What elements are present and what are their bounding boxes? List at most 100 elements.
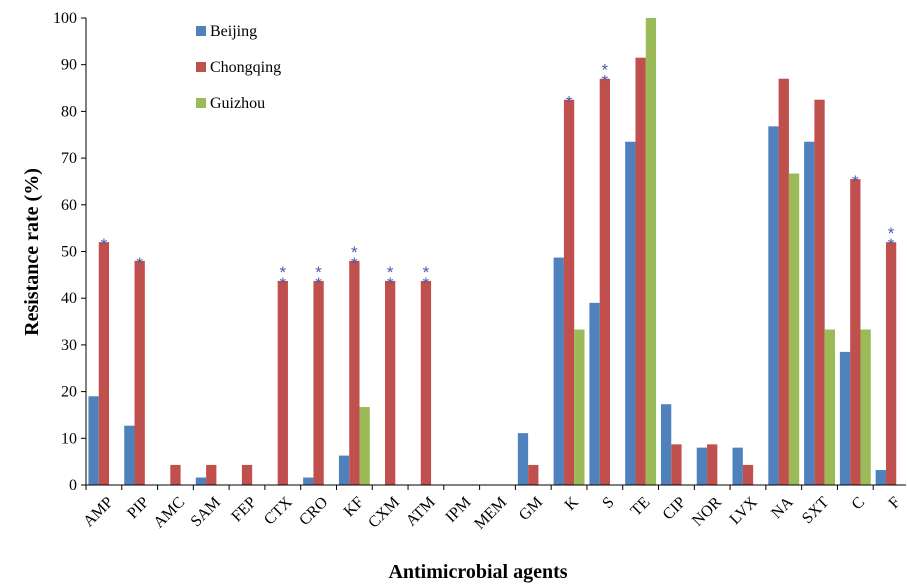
significance-star-k: * bbox=[566, 93, 573, 112]
significance-star-pip: * bbox=[136, 254, 143, 273]
bar-chongqing-k bbox=[563, 99, 575, 485]
significance-star-f: * bbox=[888, 224, 895, 243]
chart-axes bbox=[85, 18, 906, 486]
significance-star-atm: * bbox=[423, 263, 430, 282]
bar-chongqing-c bbox=[850, 179, 861, 486]
y-tick-label: 30 bbox=[61, 337, 77, 354]
x-tick-label-atm: ATM bbox=[403, 494, 439, 530]
legend-swatch-chongqing bbox=[196, 62, 206, 72]
bar-beijing-s bbox=[589, 302, 600, 485]
significance-star-kf: * bbox=[351, 254, 358, 273]
bar-beijing-c bbox=[839, 351, 851, 485]
x-tick-label-c: C bbox=[849, 494, 869, 514]
x-tick-label-kf: KF bbox=[341, 494, 368, 521]
x-tick-label-lvx: LVX bbox=[727, 493, 762, 528]
legend-swatch-beijing bbox=[196, 26, 206, 36]
bar-chongqing-kf bbox=[349, 260, 360, 485]
bar-chongqing-na bbox=[778, 78, 789, 486]
bar-beijing-k bbox=[553, 257, 564, 485]
y-tick-label: 0 bbox=[69, 477, 77, 494]
significance-star-amp: * bbox=[101, 235, 108, 254]
bar-beijing-f bbox=[875, 470, 886, 485]
x-tick-label-amc: AMC bbox=[150, 494, 188, 532]
bar-beijing-lvx bbox=[732, 447, 743, 485]
bar-chongqing-cxm bbox=[385, 280, 396, 485]
y-tick-label: 40 bbox=[61, 290, 77, 307]
bar-chongqing-nor bbox=[707, 444, 718, 485]
bar-chongqing-sxt bbox=[814, 99, 825, 485]
bar-chongqing-fep bbox=[241, 464, 253, 485]
y-tick-label: 50 bbox=[61, 244, 77, 261]
chart-legend: Beijing Chongqing Guizhou bbox=[196, 23, 281, 112]
y-tick-label: 60 bbox=[61, 197, 77, 214]
significance-star-s: * bbox=[602, 72, 609, 91]
legend-label-chongqing: Chongqing bbox=[210, 59, 281, 76]
bar-beijing-pip bbox=[124, 425, 135, 485]
bar-beijing-sxt bbox=[804, 141, 815, 485]
x-tick-label-pip: PIP bbox=[124, 494, 152, 522]
bar-chongqing-s bbox=[599, 78, 610, 486]
bar-guizhou-te bbox=[645, 18, 657, 485]
bar-chongqing-te bbox=[635, 57, 646, 485]
bar-chongqing-lvx bbox=[742, 464, 754, 485]
y-axis-ticks: 0 10 20 30 40 50 60 70 80 90 100 bbox=[53, 10, 86, 494]
x-axis-title: Antimicrobial agents bbox=[388, 561, 567, 583]
bar-chongqing-amc bbox=[170, 464, 181, 485]
bar-beijing-te bbox=[625, 141, 636, 485]
bar-beijing-amp bbox=[88, 396, 99, 485]
y-tick-label: 90 bbox=[61, 57, 77, 74]
bar-guizhou-c bbox=[860, 329, 871, 485]
significance-star-cro: * bbox=[315, 274, 322, 293]
bar-guizhou-na bbox=[788, 173, 800, 486]
bar-beijing-gm bbox=[517, 433, 529, 485]
x-tick-label-nor: NOR bbox=[689, 494, 725, 530]
bar-chongqing-cip bbox=[671, 444, 682, 485]
bar-beijing-sam bbox=[195, 477, 207, 485]
bar-guizhou-sxt bbox=[824, 329, 835, 485]
significance-star-cxm: * bbox=[387, 274, 394, 293]
bar-guizhou-kf bbox=[359, 407, 370, 485]
significance-star-cxm: * bbox=[387, 263, 394, 282]
bar-chongqing-atm bbox=[420, 280, 432, 485]
bar-chongqing-ctx bbox=[277, 280, 288, 485]
bar-chongqing-cro bbox=[313, 280, 324, 485]
bar-chongqing-sam bbox=[206, 464, 217, 485]
y-axis-title: Resistance rate (%) bbox=[21, 168, 43, 336]
bar-beijing-cro bbox=[303, 477, 314, 485]
significance-star-kf: * bbox=[351, 243, 358, 262]
x-tick-label-cip: CIP bbox=[660, 494, 690, 524]
significance-star-cro: * bbox=[315, 263, 322, 282]
significance-marks: ** ****** ********** bbox=[101, 61, 895, 293]
significance-star-f: * bbox=[888, 235, 895, 254]
y-tick-label: 10 bbox=[61, 430, 77, 447]
bar-chongqing-amp bbox=[98, 242, 110, 485]
chart-bars bbox=[88, 18, 897, 486]
significance-star-ctx: * bbox=[279, 263, 286, 282]
significance-star-s: * bbox=[602, 61, 609, 80]
legend-label-guizhou: Guizhou bbox=[210, 95, 265, 112]
y-tick-label: 100 bbox=[53, 10, 77, 27]
x-tick-label-sxt: SXT bbox=[799, 494, 833, 528]
x-tick-label-cxm: CXM bbox=[365, 494, 403, 532]
x-tick-label-ipm: IPM bbox=[442, 494, 474, 526]
x-tick-label-ctx: CTX bbox=[261, 493, 296, 528]
significance-star-c: * bbox=[852, 172, 859, 191]
y-tick-label: 80 bbox=[61, 103, 77, 120]
x-tick-label-s: S bbox=[599, 494, 617, 512]
x-tick-label-k: K bbox=[562, 493, 583, 514]
x-tick-label-na: NA bbox=[768, 493, 797, 522]
y-tick-label: 20 bbox=[61, 384, 77, 401]
x-tick-label-te: TE bbox=[628, 494, 654, 520]
significance-star-atm: * bbox=[423, 274, 430, 293]
bar-beijing-kf bbox=[338, 455, 350, 485]
bar-chongqing-pip bbox=[134, 260, 145, 485]
bar-beijing-cip bbox=[660, 404, 672, 485]
significance-star-ctx: * bbox=[279, 274, 286, 293]
bar-beijing-na bbox=[768, 126, 779, 486]
x-tick-label-cro: CRO bbox=[296, 494, 331, 529]
x-tick-label-amp: AMP bbox=[80, 494, 117, 531]
x-tick-label-gm: GM bbox=[516, 494, 546, 524]
bar-guizhou-k bbox=[574, 329, 585, 485]
